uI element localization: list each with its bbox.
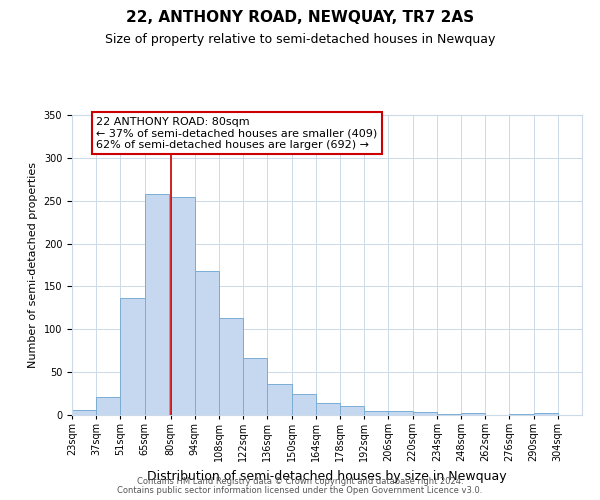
Bar [243, 358, 268, 415]
Bar [533, 414, 558, 415]
Y-axis label: Number of semi-detached properties: Number of semi-detached properties [28, 162, 38, 368]
Bar [72, 410, 96, 415]
Bar [145, 194, 169, 415]
Bar [219, 318, 243, 415]
Bar [509, 414, 533, 415]
Bar [195, 271, 219, 415]
Bar [170, 198, 195, 415]
Text: Contains HM Land Registry data © Crown copyright and database right 2024.: Contains HM Land Registry data © Crown c… [137, 477, 463, 486]
Text: 22 ANTHONY ROAD: 80sqm
← 37% of semi-detached houses are smaller (409)
62% of se: 22 ANTHONY ROAD: 80sqm ← 37% of semi-det… [96, 116, 377, 150]
X-axis label: Distribution of semi-detached houses by size in Newquay: Distribution of semi-detached houses by … [147, 470, 507, 482]
Bar [292, 394, 316, 415]
Bar [437, 414, 461, 415]
Bar [364, 410, 388, 415]
Bar [340, 406, 364, 415]
Bar [316, 403, 340, 415]
Text: Contains public sector information licensed under the Open Government Licence v3: Contains public sector information licen… [118, 486, 482, 495]
Bar [96, 397, 121, 415]
Text: Size of property relative to semi-detached houses in Newquay: Size of property relative to semi-detach… [105, 32, 495, 46]
Bar [121, 298, 145, 415]
Bar [268, 384, 292, 415]
Bar [388, 410, 413, 415]
Bar [461, 414, 485, 415]
Text: 22, ANTHONY ROAD, NEWQUAY, TR7 2AS: 22, ANTHONY ROAD, NEWQUAY, TR7 2AS [126, 10, 474, 25]
Bar [413, 412, 437, 415]
